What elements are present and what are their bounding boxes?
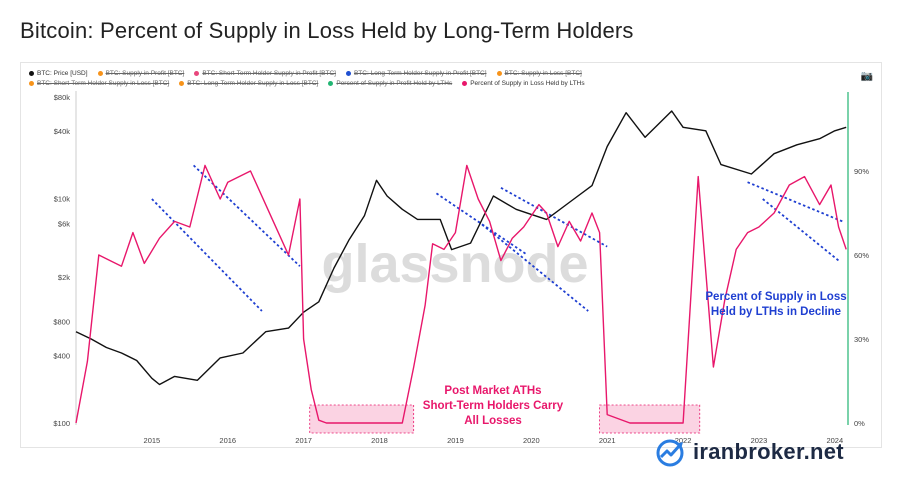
loss-highlight-region [599,404,701,434]
legend-item-pct-profit-lth[interactable]: Percent of Supply in Profit Held by LTHs [328,80,452,87]
legend-item-supply-loss[interactable]: BTC: Supply in Loss [BTC] [496,70,582,77]
legend-label: Percent of Supply in Loss Held by LTHs [470,80,585,87]
annotation-all-losses: All Losses [464,415,522,427]
trend-line [435,192,529,256]
trend-line [762,198,840,262]
legend-label: BTC: Supply in Loss [BTC] [504,70,582,77]
x-tick-label: 2015 [144,436,161,445]
legend-dot-icon [194,71,200,76]
legend-label: BTC: Long-Term Holder Supply in Profit [… [353,70,487,77]
legend-dot-icon [328,81,334,86]
legend-item-sth-profit[interactable]: BTC: Short-Term Holder Supply in Profit … [194,70,336,77]
annotation-post-ath: Post Market ATHs [444,385,541,397]
y-right-tick-label: 0% [854,419,865,428]
brand-name: iranbroker.net [693,439,844,464]
x-tick-label: 2017 [295,436,312,445]
y-left-tick-label: $2k [58,273,70,282]
legend-dot-icon [97,71,103,76]
legend-row-1: BTC: Price [USD] BTC: Supply in Profit [… [29,70,849,77]
legend-dot-icon [179,81,185,86]
legend: BTC: Price [USD] BTC: Supply in Profit [… [29,70,849,90]
y-left-tick-label: $6k [58,219,70,228]
legend-item-lth-loss[interactable]: BTC: Long-Term Holder Supply in Loss [BT… [179,80,318,87]
highlight-layer [309,404,701,434]
legend-item-price[interactable]: BTC: Price [USD] [29,70,88,77]
x-tick-label: 2016 [219,436,236,445]
y-right-tick-label: 30% [854,335,869,344]
chart-title: Bitcoin: Percent of Supply in Loss Held … [20,18,634,43]
x-tick-label: 2021 [599,436,616,445]
legend-label: BTC: Supply in Profit [BTC] [105,70,185,77]
lth-loss-share-series-line [75,164,847,424]
annotation-lth-decline-2: Held by LTHs in Decline [711,306,841,318]
annotation-lth-decline-1: Percent of Supply in Loss [705,291,846,303]
legend-label: BTC: Short-Term Holder Supply in Loss [B… [37,80,170,87]
x-tick-label: 2024 [826,436,843,445]
axes-layer: $80k $40k $10k $6k $2k $800 $400 $100 90% 60% 30% 0… [53,91,869,445]
x-tick-label: 2022 [675,436,692,445]
chart-panel: BTC: Price [USD] BTC: Supply in Profit [… [20,62,882,448]
legend-item-pct-loss-lth[interactable]: Percent of Supply in Loss Held by LTHs [462,80,585,87]
annotation-sth-carry: Short-Term Holders Carry [423,400,564,412]
watermark: glassnode [321,234,588,294]
x-tick-label: 2018 [371,436,388,445]
brand-watermark: iranbroker.net [655,436,844,468]
y-left-tick-label: $40k [54,127,71,136]
y-left-tick-label: $100 [53,419,70,428]
legend-row-2: BTC: Short-Term Holder Supply in Loss [B… [29,80,849,87]
x-tick-label: 2020 [523,436,540,445]
legend-dot-icon [345,71,351,76]
legend-dot-icon [496,71,502,76]
legend-label: BTC: Long-Term Holder Supply in Loss [BT… [187,80,319,87]
legend-item-sth-loss[interactable]: BTC: Short-Term Holder Supply in Loss [B… [29,80,169,87]
trend-line [477,220,589,312]
x-tick-label: 2019 [447,436,464,445]
trend-line [747,181,843,223]
brand-logo-icon [656,439,684,467]
legend-dot-icon [462,81,468,86]
legend-label: Percent of Supply in Profit Held by LTHs [336,80,453,87]
legend-dot-icon [29,81,34,86]
y-left-tick-label: $400 [53,351,70,360]
camera-icon[interactable]: 📷 [860,71,873,82]
price-series-line [75,110,847,386]
legend-item-supply-profit[interactable]: BTC: Supply in Profit [BTC] [97,70,185,77]
legend-label: BTC: Short-Term Holder Supply in Profit … [202,70,336,77]
x-tick-label: 2023 [751,436,768,445]
y-left-tick-label: $800 [53,318,70,327]
series-layer [75,110,847,424]
legend-item-lth-profit[interactable]: BTC: Long-Term Holder Supply in Profit [… [345,70,487,77]
trend-line [500,187,608,248]
trend-line [151,198,263,312]
trend-line [192,164,301,267]
y-left-tick-label: $80k [54,93,71,102]
legend-dot-icon [29,71,34,76]
y-right-tick-label: 90% [854,167,869,176]
legend-label: BTC: Price [USD] [37,70,88,77]
loss-highlight-region [309,404,415,434]
y-right-tick-label: 60% [854,251,869,260]
y-left-tick-label: $10k [54,194,71,203]
